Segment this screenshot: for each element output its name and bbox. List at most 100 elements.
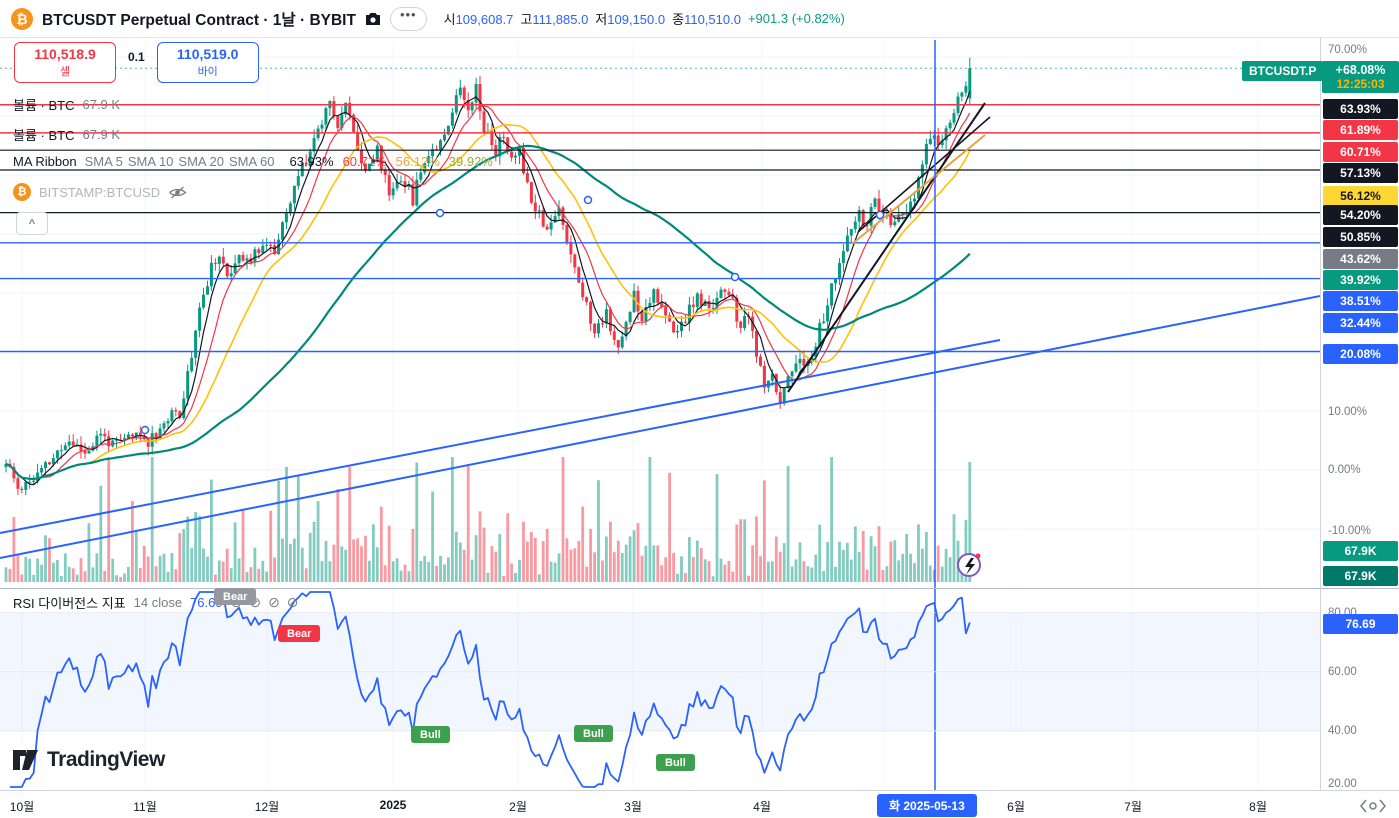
price-level-badge: 43.62% (1323, 249, 1398, 269)
axis-month-label: 4월 (753, 800, 771, 814)
high-value: 111,885.0 (532, 12, 589, 27)
bull-divergence-label: Bull (411, 726, 450, 743)
low-value: 109,150.0 (607, 12, 666, 27)
current-price-value: +68.08% (1335, 63, 1386, 77)
scale-label: 0.00% (1328, 464, 1361, 476)
current-price-badge: +68.08% 12:25:03 (1322, 61, 1399, 93)
axis-month-label: 2025 (379, 798, 407, 812)
rsi-params: 14 close (133, 595, 183, 610)
pane-separator[interactable] (0, 588, 1399, 589)
tradingview-wordmark: TradingView (47, 748, 165, 771)
close-value: 110,510.0 (684, 12, 741, 27)
buy-button[interactable]: 110,519.0 바이 (156, 42, 259, 83)
bull-divergence-label: Bull (656, 754, 695, 771)
ma-ribbon-params: SMA 5 SMA 10 SMA 20 SMA 60 (85, 154, 280, 169)
eye-slash-icon[interactable] (168, 185, 187, 200)
symbol-title[interactable]: BTCUSDT Perpetual Contract · 1날 · BYBIT (42, 11, 356, 29)
price-scale[interactable]: +68.08% 12:25:03 70.00% 10.00% 0.00% -10.00… (1320, 0, 1399, 790)
collapse-legend-button[interactable]: ^ (16, 212, 48, 235)
ohlc-readout: 시109,608.7 고111,885.0 저109,150.0 종110,51… (444, 9, 845, 28)
price-level-badge: 63.93% (1323, 99, 1398, 119)
buy-label: 바이 (197, 66, 218, 78)
volume-label: 볼륨 · BTC (13, 98, 75, 113)
price-level-badge: 76.69 (1323, 614, 1398, 634)
scale-label: 60.00 (1328, 666, 1357, 678)
volume-value: 67.9 K (82, 127, 121, 142)
ma-ribbon-legend[interactable]: MA Ribbon SMA 5 SMA 10 SMA 20 SMA 60 63.93%… (13, 154, 500, 169)
disable-divergence-icon[interactable]: ⊘ (268, 594, 280, 610)
axis-month-label: 6월 (1007, 800, 1025, 814)
btc-logo-icon: ₿ (11, 7, 33, 30)
volume-legend-2[interactable]: 볼륨 · BTC 67.9 K (13, 125, 120, 144)
price-level-badge: 20.08% (1323, 344, 1398, 364)
price-level-badge: 61.89% (1323, 120, 1398, 140)
sell-price: 110,518.9 (34, 46, 96, 62)
tradingview-logo[interactable]: TradingView (12, 748, 165, 772)
more-options-button[interactable]: ••• (389, 6, 427, 31)
price-level-badge: 67.9K (1323, 566, 1398, 586)
trade-panel: 110,518.9 셀 0.1 110,519.0 바이 (14, 42, 259, 83)
bitstamp-legend[interactable]: ₿ BITSTAMP:BTCUSD (13, 183, 187, 201)
buy-price: 110,519.0 (176, 46, 239, 62)
ma-ribbon-label: MA Ribbon (13, 154, 77, 169)
axis-month-label: 10월 (9, 800, 35, 814)
scale-settings-icon[interactable] (1359, 798, 1387, 814)
price-level-badge: 38.51% (1323, 291, 1398, 311)
axis-month-label: 3월 (624, 800, 642, 814)
axis-month-label: 2월 (509, 800, 527, 814)
bar-countdown: 12:25:03 (1336, 77, 1385, 91)
price-level-badge: 60.71% (1323, 142, 1398, 162)
tradingview-mark-icon (13, 750, 38, 770)
camera-icon[interactable] (365, 12, 381, 26)
rsi-title: RSI 다이버전스 지표 (13, 596, 126, 611)
hidden-symbol-label: BITSTAMP:BTCUSD (39, 184, 161, 200)
high-label: 고 (520, 12, 533, 27)
scale-label: 40.00 (1328, 725, 1357, 737)
symbol-price-label: BTCUSDT.P (1242, 61, 1324, 81)
ma-param: SMA 60 (228, 154, 275, 169)
axis-month-label: 7월 (1124, 800, 1142, 814)
ma-value: 63.93% (289, 154, 334, 169)
price-level-badge: 67.9K (1323, 541, 1398, 561)
axis-month-label: 8월 (1249, 800, 1267, 814)
volume-value: 67.9 K (82, 97, 121, 112)
spread-value: 0.1 (128, 50, 145, 64)
low-label: 저 (595, 12, 608, 27)
ma-ribbon-values: 63.93% 60.71% 56.12% 39.92% (287, 154, 499, 169)
disable-divergence-icon[interactable]: ⊘ (286, 594, 299, 610)
ma-param: SMA 5 (84, 154, 123, 169)
main-chart-canvas[interactable] (0, 0, 1320, 790)
price-level-badge: 54.20% (1323, 205, 1398, 225)
price-level-badge: 32.44% (1323, 313, 1398, 333)
chart-header: ₿ BTCUSDT Perpetual Contract · 1날 · BYBI… (0, 0, 1399, 38)
ma-value: 39.92% (448, 154, 493, 169)
bear-divergence-label: Bear (278, 625, 321, 642)
open-label: 시 (443, 12, 456, 27)
price-level-badge: 50.85% (1323, 227, 1398, 247)
rsi-indicator-legend[interactable]: RSI 다이버전스 지표 14 close 76.69 ⊘⊘⊘⊘ (13, 593, 306, 612)
scale-label: -10.00% (1328, 525, 1371, 537)
bull-divergence-label: Bull (574, 725, 613, 742)
price-level-badge: 56.12% (1323, 186, 1398, 206)
axis-month-label: 11월 (133, 800, 157, 814)
volume-label: 볼륨 · BTC (13, 128, 75, 143)
time-axis[interactable]: 10월 11월 12월 2025 2월 3월 4월 6월 7월 8월 화 2025-05-13 (0, 790, 1399, 818)
price-level-badge: 57.13% (1323, 163, 1398, 183)
scale-label: 10.00% (1328, 406, 1368, 418)
change-value: +901.3 (+0.82%) (747, 11, 845, 26)
ma-param: SMA 20 (178, 154, 224, 169)
btc-coin-icon: ₿ (13, 183, 31, 201)
bear-divergence-label: Bear (214, 588, 257, 605)
ma-param: SMA 10 (127, 154, 174, 169)
scale-label: 20.00 (1328, 778, 1357, 790)
sell-button[interactable]: 110,518.9 셀 (14, 42, 116, 83)
price-level-badge: 39.92% (1323, 270, 1398, 290)
open-value: 109,608.7 (455, 12, 514, 27)
scale-label: 70.00% (1328, 44, 1368, 56)
ma-value: 60.71% (342, 154, 387, 169)
close-label: 종 (672, 12, 685, 27)
volume-legend-1[interactable]: 볼륨 · BTC 67.9 K (13, 95, 120, 114)
date-badge: 화 2025-05-13 (877, 794, 977, 817)
axis-month-label: 12월 (254, 800, 280, 814)
